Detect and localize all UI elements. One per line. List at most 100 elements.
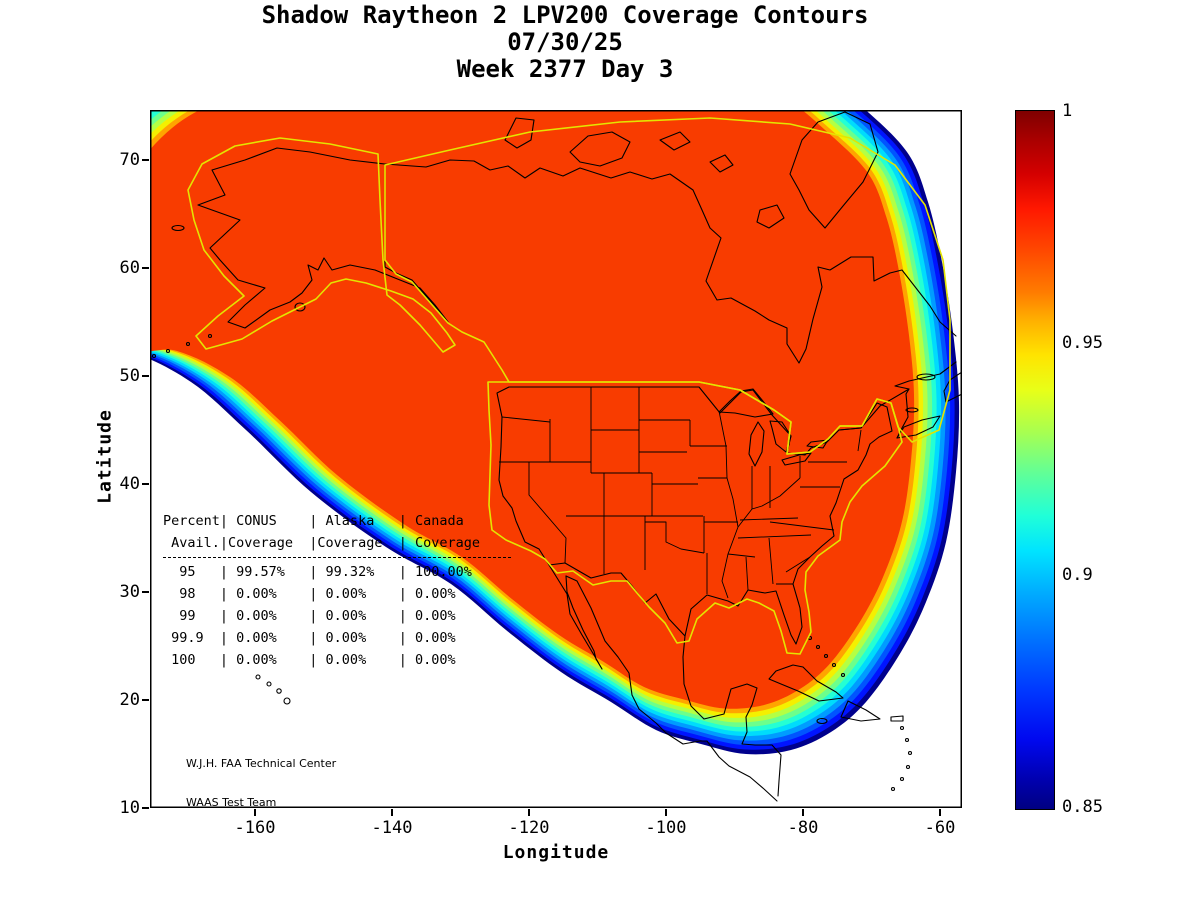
x-tick-mark — [665, 809, 667, 816]
lake-huron — [769, 420, 792, 453]
service-boundary-layer — [187, 117, 951, 655]
colorbar-tick-label: 0.85 — [1062, 797, 1103, 817]
y-tick-label: 30 — [119, 582, 140, 602]
y-tick-label: 10 — [119, 798, 140, 818]
alaska-service-boundary — [187, 137, 456, 353]
hispaniola — [840, 700, 881, 722]
x-tick-label: -80 — [787, 818, 819, 838]
hawaii-island — [266, 681, 272, 687]
availability-table-row-5: 99.9 | 0.00% | 0.00% | 0.00% — [163, 630, 456, 646]
x-tick-label: -60 — [924, 818, 956, 838]
availability-table-row-6: 100 | 0.00% | 0.00% | 0.00% — [163, 652, 456, 668]
availability-table-row-1: Avail.|Coverage |Coverage | Coverage — [163, 535, 480, 551]
x-tick-mark — [939, 809, 941, 816]
prince-edward-island — [905, 407, 919, 413]
antilles-island — [899, 725, 905, 731]
axes-frame — [150, 110, 962, 808]
antilles-island — [899, 776, 905, 782]
arctic-island — [709, 154, 734, 173]
y-tick-mark — [142, 375, 149, 377]
state-borders-layer — [499, 387, 862, 599]
credit-line-2: WAAS Test Team — [186, 796, 277, 809]
canada-service-boundary — [384, 117, 951, 455]
y-tick-mark — [142, 807, 149, 809]
x-tick-label: -100 — [645, 818, 687, 838]
availability-table-row-4: 99 | 0.00% | 0.00% | 0.00% — [163, 608, 456, 624]
y-tick-mark — [142, 267, 149, 269]
hawaii-island — [255, 674, 261, 680]
baffin-island — [789, 111, 879, 229]
colorbar — [1015, 110, 1055, 810]
hawaii-island — [283, 697, 291, 705]
plot-date: 07/30/25 — [507, 28, 623, 56]
bahamas-island — [815, 644, 821, 650]
availability-table-row-0: Percent| CONUS | Alaska | Canada — [163, 513, 464, 529]
credit-line-1: W.J.H. FAA Technical Center — [186, 757, 337, 770]
lake-michigan — [748, 421, 765, 467]
anticosti-island — [916, 373, 936, 381]
coastline-layer — [151, 111, 962, 802]
map-plot-area — [150, 110, 962, 808]
bahamas-island — [831, 662, 837, 668]
x-tick-mark — [254, 809, 256, 816]
coverage-contour-map — [150, 110, 962, 808]
alaska-coastline — [197, 147, 449, 329]
victoria-island — [569, 131, 631, 167]
availability-table: Percent| CONUS | Alaska | Canada Avail.|… — [163, 510, 511, 671]
lake-superior — [718, 388, 774, 418]
credit-text: W.J.H. FAA Technical Center WAAS Test Te… — [186, 731, 336, 835]
plot-week-day: Week 2377 Day 3 — [456, 55, 674, 83]
lake-erie — [781, 452, 812, 466]
cuba — [768, 664, 844, 702]
x-axis-label: Longitude — [502, 842, 610, 863]
antilles-island — [907, 750, 913, 756]
y-tick-label: 70 — [119, 150, 140, 170]
aleutian-island — [165, 348, 171, 354]
table-dashed-separator — [163, 557, 511, 558]
aleutian-island — [151, 353, 157, 359]
newfoundland — [943, 371, 962, 403]
y-tick-mark — [142, 483, 149, 485]
canada-coastline — [384, 159, 957, 364]
nova-scotia — [896, 415, 941, 439]
y-tick-mark — [142, 699, 149, 701]
antilles-island — [905, 764, 911, 770]
x-tick-label: -120 — [508, 818, 550, 838]
kodiak-island — [294, 302, 306, 312]
x-tick-mark — [391, 809, 393, 816]
colorbar-tick-label: 1 — [1062, 101, 1073, 121]
bahamas-island — [823, 653, 829, 659]
y-tick-label: 50 — [119, 366, 140, 386]
y-axis-label: Latitude — [94, 409, 116, 504]
availability-table-row-2: 95 | 99.57% | 99.32% | 100.00% — [163, 564, 472, 580]
y-tick-label: 60 — [119, 258, 140, 278]
jamaica — [816, 717, 828, 725]
antilles-island — [904, 737, 910, 743]
y-tick-label: 40 — [119, 474, 140, 494]
y-tick-mark — [142, 159, 149, 161]
mexico-east-coast — [682, 635, 782, 797]
y-tick-label: 20 — [119, 690, 140, 710]
antilles-island — [890, 786, 896, 792]
availability-table-row-3: 98 | 0.00% | 0.00% | 0.00% — [163, 586, 456, 602]
puerto-rico — [890, 715, 904, 722]
mexico-west-coast — [565, 575, 778, 802]
x-tick-mark — [802, 809, 804, 816]
aleutian-island — [207, 333, 213, 339]
arctic-island — [659, 131, 691, 151]
plot-title: Shadow Raytheon 2 LPV200 Coverage Contou… — [261, 1, 869, 29]
st-lawrence-island — [171, 224, 185, 232]
baja-california — [548, 564, 603, 670]
southampton-island — [756, 204, 785, 229]
colorbar-tick-label: 0.95 — [1062, 333, 1103, 353]
bahamas-island — [840, 672, 846, 678]
colorbar-tick-label: 0.9 — [1062, 565, 1093, 585]
x-tick-label: -140 — [371, 818, 413, 838]
x-tick-mark — [528, 809, 530, 816]
hawaii-island — [276, 688, 282, 694]
x-tick-label: -160 — [234, 818, 276, 838]
aleutian-island — [185, 341, 191, 347]
plot-title-block: Shadow Raytheon 2 LPV200 Coverage Contou… — [160, 2, 970, 83]
banks-island — [504, 117, 535, 149]
